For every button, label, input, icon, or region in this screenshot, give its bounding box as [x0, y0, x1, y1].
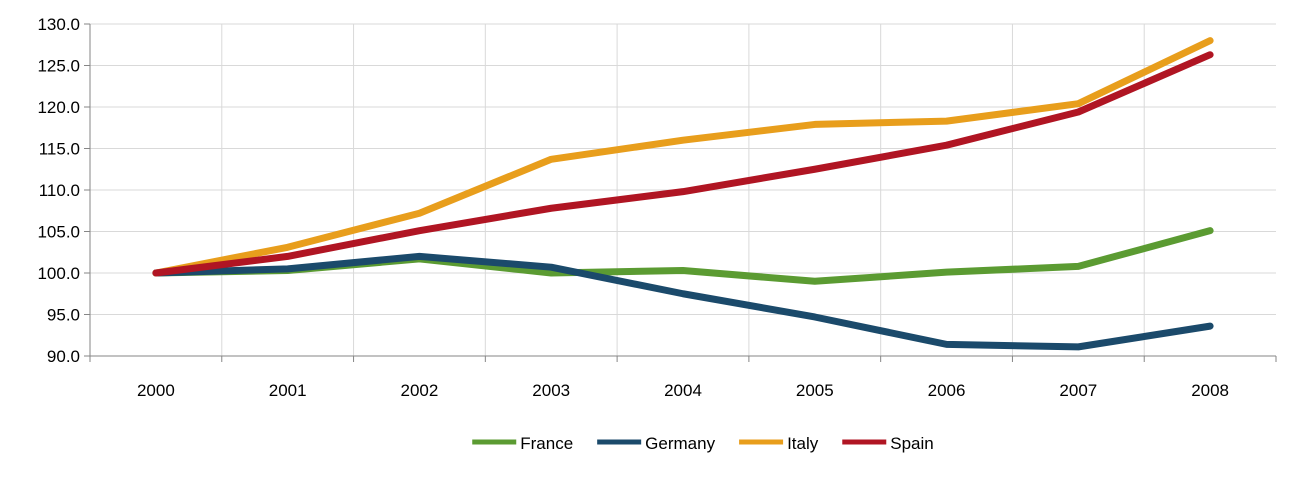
- legend-label: Spain: [890, 434, 933, 453]
- data-point-germany: [1077, 346, 1079, 348]
- data-point-italy: [814, 123, 816, 125]
- data-point-spain: [287, 255, 289, 257]
- legend-item-spain: Spain: [842, 434, 934, 453]
- data-point-spain: [682, 191, 684, 193]
- y-axis-tick-labels: 130.0 125.0 120.0 115.0 110.0 105.0 100.0 95.0 9…: [37, 15, 80, 366]
- legend-item-italy: Italy: [739, 434, 819, 453]
- data-point-italy: [946, 120, 948, 122]
- legend-label: France: [520, 434, 573, 453]
- data-point-spain: [550, 207, 552, 209]
- data-point-italy: [287, 246, 289, 248]
- legend-label: Germany: [645, 434, 715, 453]
- data-point-france: [814, 280, 816, 282]
- axes: [84, 23, 1277, 362]
- data-point-germany: [682, 293, 684, 295]
- x-tick-label: 2002: [401, 381, 439, 400]
- y-tick-label: 115.0: [39, 140, 80, 159]
- legend: France Germany Italy Spain: [472, 434, 934, 453]
- data-point-italy: [1209, 40, 1211, 42]
- data-point-italy: [1077, 103, 1079, 105]
- x-tick-label: 2004: [664, 381, 702, 400]
- y-tick-label: 130.0: [37, 15, 80, 34]
- data-point-france: [1077, 265, 1079, 267]
- data-point-germany: [550, 266, 552, 268]
- y-tick-label: 100.0: [37, 264, 80, 283]
- series-line-italy: [152, 37, 1214, 277]
- data-point-italy: [550, 158, 552, 160]
- x-tick-label: 2007: [1059, 381, 1097, 400]
- data-point-france: [1209, 230, 1211, 232]
- data-series: [152, 37, 1214, 351]
- data-point-france: [550, 272, 552, 274]
- legend-label: Italy: [787, 434, 819, 453]
- x-tick-label: 2008: [1191, 381, 1229, 400]
- legend-item-france: France: [472, 434, 573, 453]
- data-point-spain: [814, 168, 816, 170]
- x-tick-label: 2006: [928, 381, 966, 400]
- x-axis-tick-labels: 2000 2001 2002 2003 2004 2005 2006 2007 2008: [137, 381, 1229, 400]
- data-point-spain: [418, 230, 420, 232]
- data-point-france: [682, 270, 684, 272]
- y-tick-label: 95.0: [47, 306, 80, 325]
- y-tick-label: 125.0: [37, 57, 80, 76]
- legend-item-germany: Germany: [597, 434, 716, 453]
- x-tick-label: 2003: [532, 381, 570, 400]
- data-point-spain: [1209, 54, 1211, 56]
- data-point-spain: [1077, 111, 1079, 113]
- data-point-germany: [946, 343, 948, 345]
- y-tick-label: 105.0: [37, 223, 80, 242]
- data-point-spain: [946, 144, 948, 146]
- data-point-germany: [418, 255, 420, 257]
- x-tick-label: 2001: [269, 381, 307, 400]
- y-tick-label: 110.0: [39, 181, 80, 200]
- data-point-germany: [814, 316, 816, 318]
- y-tick-label: 90.0: [47, 347, 80, 366]
- data-point-germany: [287, 268, 289, 270]
- data-point-italy: [682, 139, 684, 141]
- y-tick-label: 120.0: [37, 98, 80, 117]
- x-tick-label: 2000: [137, 381, 175, 400]
- data-point-italy: [418, 212, 420, 214]
- x-tick-label: 2005: [796, 381, 834, 400]
- data-point-spain: [155, 272, 157, 274]
- data-point-germany: [1209, 325, 1211, 327]
- data-point-france: [946, 271, 948, 273]
